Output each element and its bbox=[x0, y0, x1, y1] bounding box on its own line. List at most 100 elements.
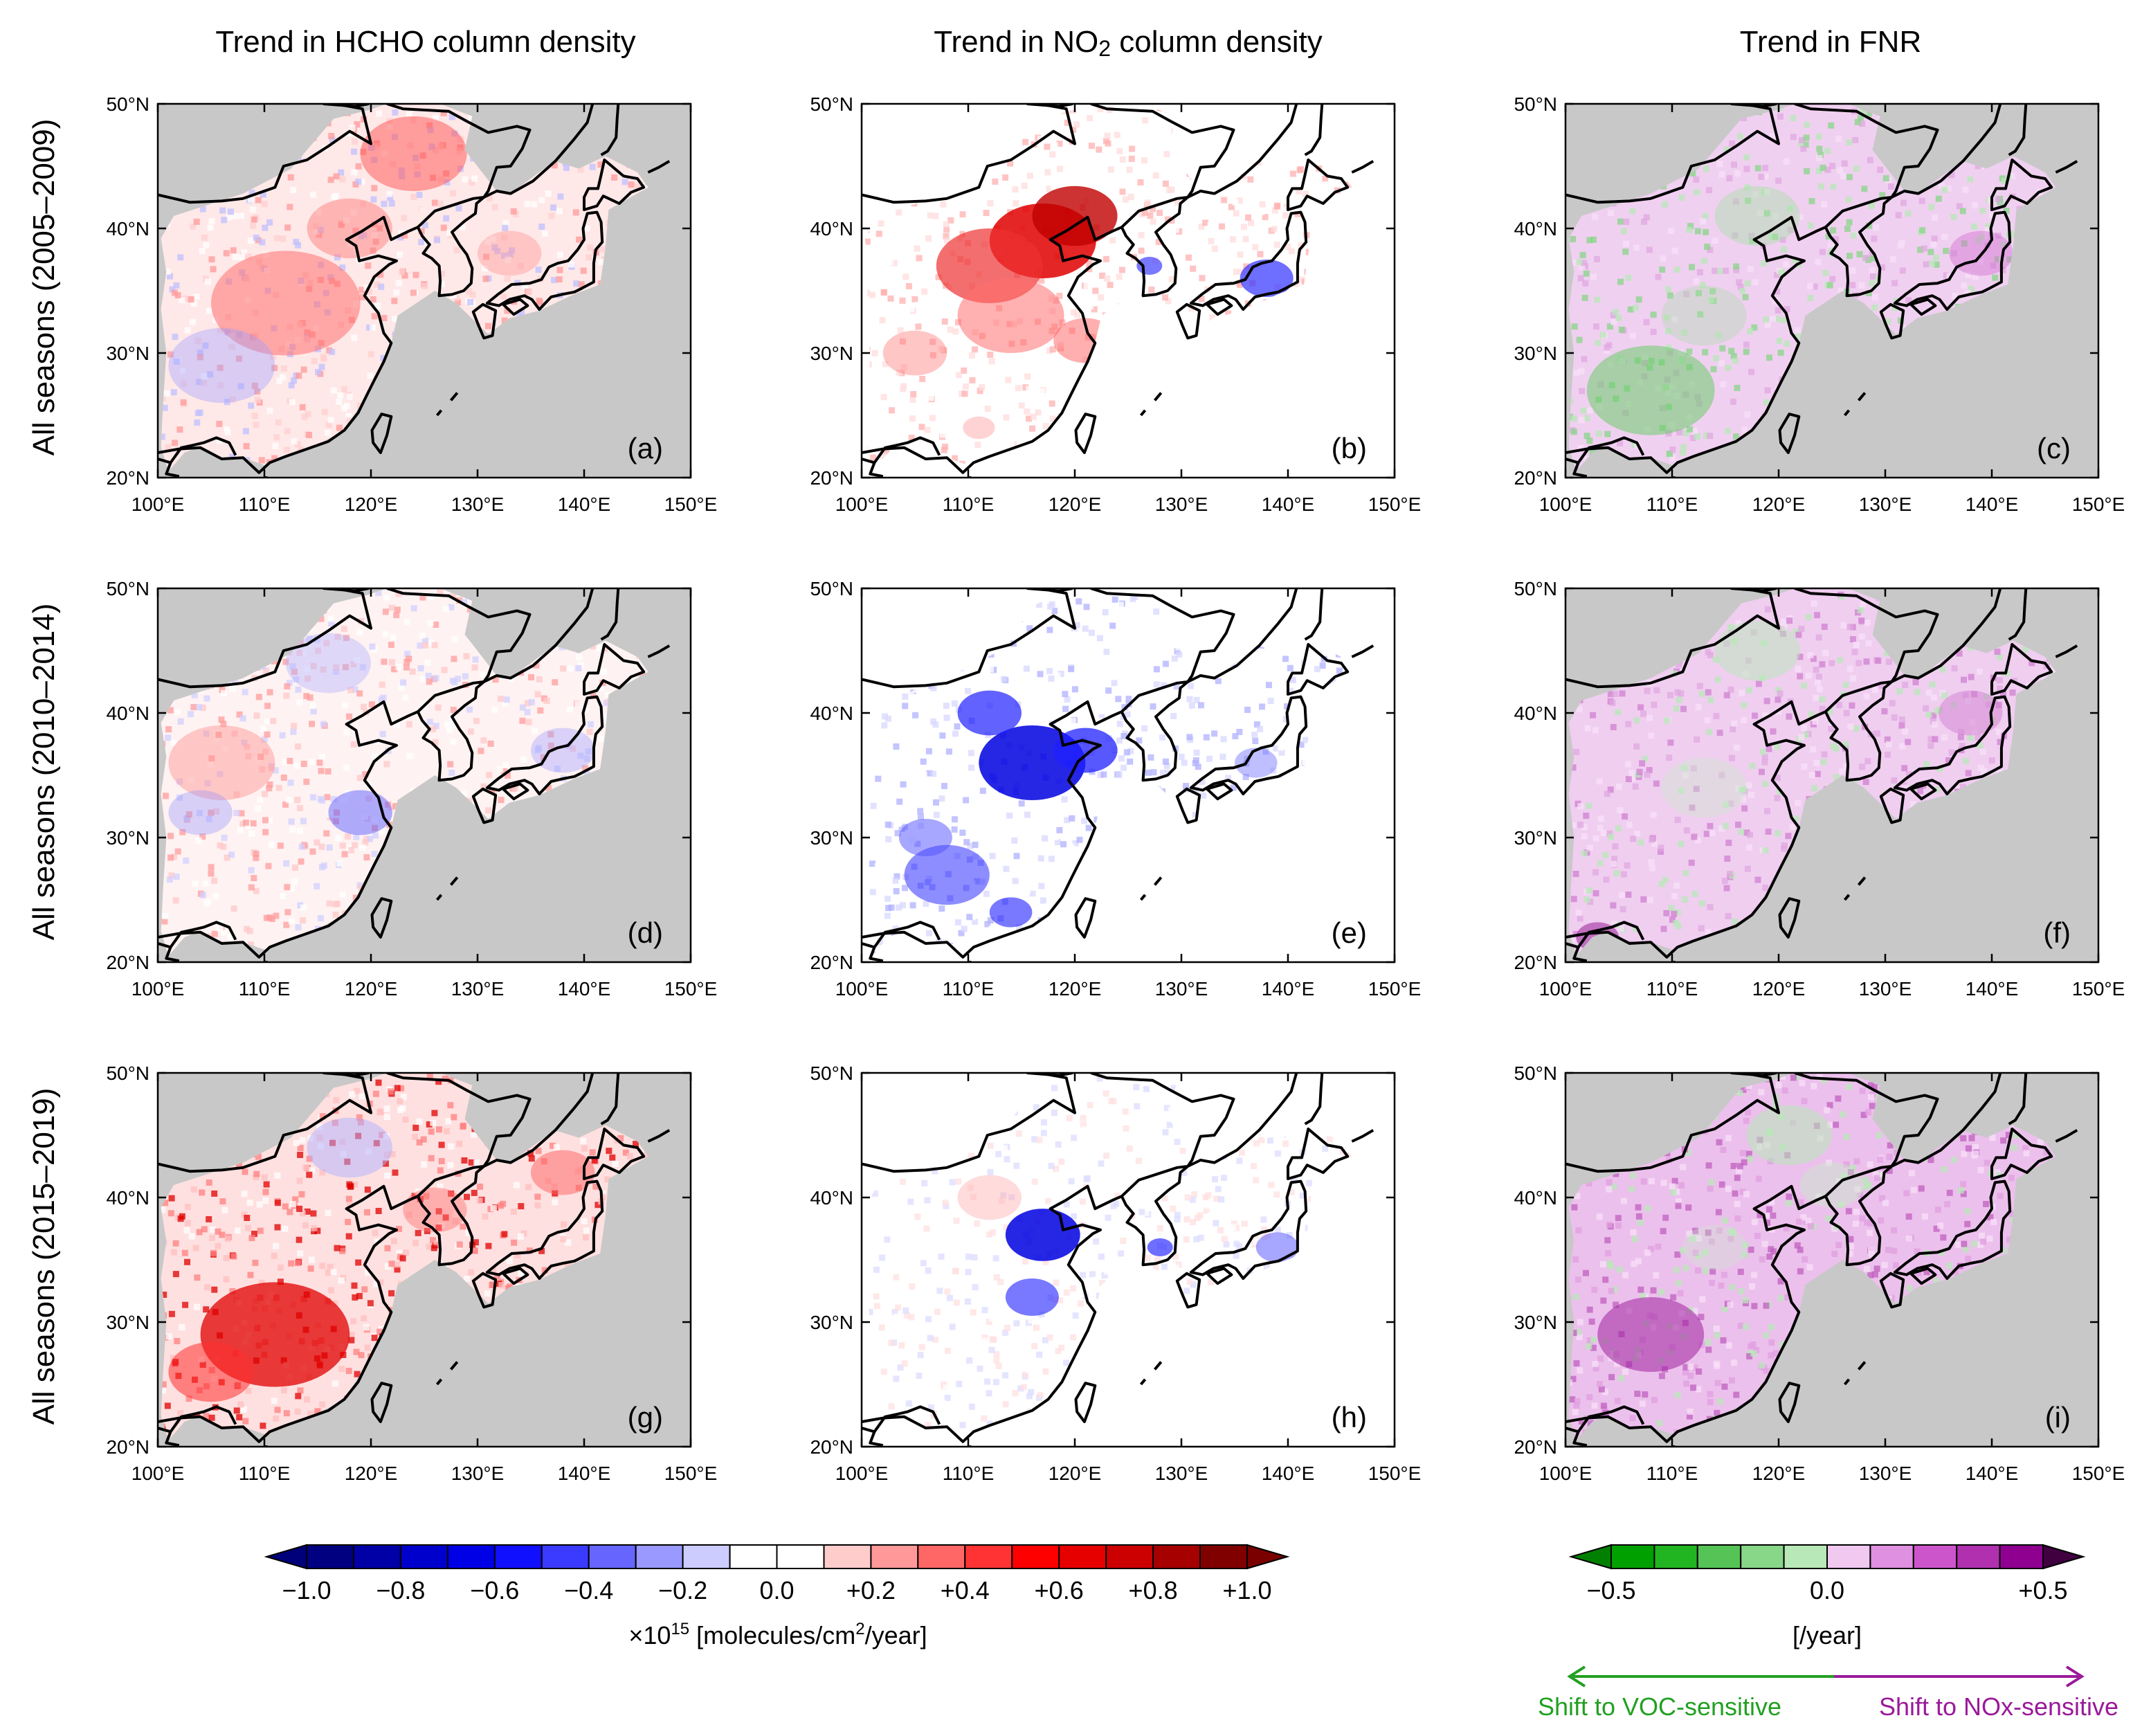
field-pixel bbox=[1245, 214, 1251, 221]
field-pixel bbox=[188, 711, 194, 718]
field-pixel bbox=[391, 298, 398, 305]
field-pixel bbox=[929, 748, 936, 755]
field-pixel bbox=[289, 826, 296, 833]
trend-hotspot bbox=[1032, 186, 1118, 246]
field-pixel bbox=[991, 889, 998, 896]
field-pixel bbox=[597, 161, 604, 168]
field-pixel bbox=[961, 940, 968, 947]
field-pixel bbox=[952, 730, 959, 737]
field-pixel bbox=[426, 718, 433, 725]
field-pixel bbox=[392, 316, 399, 323]
field-pixel bbox=[1844, 226, 1851, 232]
trend-hotspot bbox=[904, 844, 990, 905]
field-pixel bbox=[171, 853, 178, 860]
field-pixel bbox=[893, 888, 900, 894]
field-pixel bbox=[1846, 253, 1853, 260]
field-pixel bbox=[190, 704, 197, 710]
field-pixel bbox=[406, 111, 412, 118]
field-pixel bbox=[1741, 426, 1748, 433]
field-pixel bbox=[891, 260, 898, 266]
field-pixel bbox=[952, 931, 959, 938]
field-pixel bbox=[1851, 232, 1857, 239]
field-pixel bbox=[1633, 305, 1639, 311]
field-pixel bbox=[1116, 737, 1123, 744]
field-pixel bbox=[1979, 207, 1986, 214]
field-pixel bbox=[1604, 431, 1611, 437]
field-pixel bbox=[1076, 154, 1082, 161]
field-pixel bbox=[875, 230, 882, 237]
field-pixel bbox=[979, 787, 986, 794]
field-pixel bbox=[884, 278, 891, 284]
field-pixel bbox=[896, 819, 903, 826]
field-pixel bbox=[191, 691, 198, 698]
field-pixel bbox=[915, 323, 922, 330]
field-pixel bbox=[1905, 210, 1912, 217]
field-pixel bbox=[1236, 728, 1243, 735]
field-pixel bbox=[466, 288, 473, 295]
field-pixel bbox=[453, 247, 460, 253]
field-pixel bbox=[450, 592, 457, 599]
field-pixel bbox=[248, 831, 255, 838]
field-pixel bbox=[295, 924, 302, 931]
field-pixel bbox=[341, 626, 347, 632]
coastline bbox=[165, 462, 180, 478]
field-pixel bbox=[342, 702, 349, 709]
field-pixel bbox=[532, 727, 538, 734]
field-pixel bbox=[1106, 296, 1113, 302]
field-pixel bbox=[342, 664, 349, 671]
field-pixel bbox=[2001, 178, 2008, 185]
field-pixel bbox=[1068, 843, 1075, 850]
field-pixel bbox=[1723, 146, 1730, 153]
field-pixel bbox=[318, 753, 325, 760]
field-pixel bbox=[346, 713, 353, 720]
coastline bbox=[862, 921, 941, 949]
field-pixel bbox=[238, 810, 245, 817]
field-pixel bbox=[926, 770, 933, 777]
field-pixel bbox=[920, 758, 927, 765]
field-pixel bbox=[1186, 734, 1193, 741]
column-title-no2: Trend in NO2 column density bbox=[934, 25, 1323, 61]
field-pixel bbox=[880, 453, 887, 460]
field-pixel bbox=[1829, 275, 1836, 282]
field-pixel bbox=[943, 932, 950, 939]
field-pixel bbox=[628, 181, 635, 188]
field-pixel bbox=[347, 687, 354, 694]
field-pixel bbox=[1721, 878, 1728, 885]
coastlines bbox=[158, 104, 671, 478]
field-pixel bbox=[467, 298, 473, 305]
field-pixel bbox=[309, 721, 316, 727]
field-pixel bbox=[296, 828, 303, 835]
field-pixel bbox=[2003, 208, 2010, 215]
field-pixel bbox=[621, 179, 628, 186]
field-pixel bbox=[1699, 900, 1705, 907]
field-pixel bbox=[393, 612, 400, 619]
field-pixel bbox=[393, 721, 400, 728]
field-pixel bbox=[332, 911, 339, 918]
field-pixel bbox=[1124, 666, 1131, 673]
field-pixel bbox=[1582, 280, 1589, 287]
field-pixel bbox=[257, 796, 264, 803]
field-pixel bbox=[1787, 226, 1794, 233]
field-pixel bbox=[1124, 711, 1131, 718]
field-pixel bbox=[1807, 282, 1814, 289]
field-pixel bbox=[1774, 288, 1781, 295]
field-pixel bbox=[1083, 125, 1090, 132]
field-pixel bbox=[1595, 339, 1601, 346]
field-pixel bbox=[279, 732, 286, 739]
field-pixel bbox=[961, 745, 967, 752]
coastline bbox=[1139, 894, 1147, 901]
field-pixel bbox=[1618, 326, 1625, 333]
field-pixel bbox=[1048, 675, 1055, 682]
field-pixel bbox=[320, 666, 327, 673]
field-pixel bbox=[505, 256, 511, 263]
field-pixel bbox=[167, 351, 174, 358]
field-pixel bbox=[915, 788, 922, 795]
field-pixel bbox=[1118, 266, 1125, 273]
field-pixel bbox=[1643, 214, 1650, 221]
field-pixel bbox=[1096, 146, 1102, 153]
field-pixel bbox=[1060, 719, 1067, 726]
field-pixel bbox=[268, 841, 275, 848]
field-pixel bbox=[203, 695, 210, 702]
field-pixel bbox=[1074, 311, 1081, 318]
